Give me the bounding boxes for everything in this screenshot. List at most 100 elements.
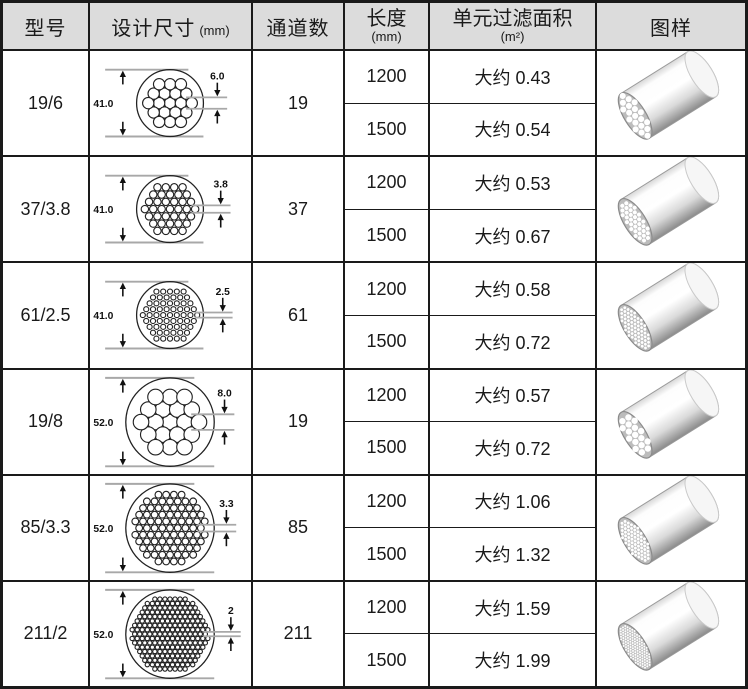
model-cell: 85/3.3	[3, 475, 90, 580]
svg-text:41.0: 41.0	[93, 99, 113, 110]
product-cylinder-image	[617, 369, 720, 459]
channels-value: 37	[287, 198, 309, 219]
area-cell: 大约 0.57 大约 0.72	[430, 369, 597, 474]
area-value: 大约 1.99	[474, 651, 551, 672]
length-cell: 1200 1500	[345, 263, 430, 368]
area-cell: 大约 0.43 大约 0.54	[430, 51, 597, 156]
header-length-label: 长度	[366, 7, 407, 30]
product-cylinder-image	[617, 157, 720, 246]
length-value: 1200	[366, 597, 407, 618]
model-label: 19/6	[27, 92, 64, 113]
area-value: 大约 0.54	[474, 120, 551, 141]
length-cell: 1200 1500	[345, 157, 430, 262]
area-value: 大约 0.72	[474, 438, 551, 459]
area-value: 大约 0.67	[474, 226, 551, 247]
design-cell: 52.0 8.0	[90, 369, 253, 474]
channel-diagram: 41.0 2.5	[93, 281, 233, 350]
area-variant-1: 大约 0.57	[430, 370, 595, 423]
product-cylinder-image	[617, 581, 720, 671]
length-value: 1500	[366, 437, 407, 458]
product-cylinder-image	[617, 475, 720, 565]
header-channels-label: 通道数	[266, 17, 330, 40]
channel-diagram: 52.02	[93, 588, 241, 680]
design-cell: 52.0 3.3	[90, 475, 253, 580]
area-value: 大约 1.32	[474, 545, 551, 566]
length-variant-2: 1500	[345, 422, 428, 474]
table-body: 19/6 41.0 6.0 19 1200 1500 大约 0.43 大约 0.5…	[3, 51, 745, 687]
area-variant-1: 大约 0.43	[430, 51, 595, 104]
length-variant-1: 1200	[345, 157, 428, 210]
area-value: 大约 0.58	[474, 280, 551, 301]
channel-diagram: 52.0 8.0	[93, 376, 235, 467]
length-value: 1200	[366, 278, 407, 299]
length-variant-2: 1500	[345, 210, 428, 262]
svg-text:2.5: 2.5	[216, 287, 231, 298]
header-image-label: 图样	[650, 17, 692, 40]
channel-diagram: 41.0 3.8	[93, 174, 231, 244]
header-model: 型号	[3, 3, 90, 49]
image-cell	[597, 475, 745, 580]
svg-text:41.0: 41.0	[93, 311, 113, 322]
channels-cell: 19	[253, 369, 345, 474]
area-variant-2: 大约 0.72	[430, 316, 595, 368]
table-row: 85/3.3 52.0 3.3 85 1200 1500 大约 1.06 大约 1…	[3, 475, 745, 582]
length-value: 1500	[366, 649, 407, 670]
length-value: 1200	[366, 490, 407, 511]
header-channels: 通道数	[253, 3, 345, 49]
length-variant-1: 1200	[345, 370, 428, 423]
header-area: 单元过滤面积 (m²)	[430, 3, 597, 49]
length-cell: 1200 1500	[345, 51, 430, 156]
svg-text:41.0: 41.0	[93, 205, 113, 216]
area-cell: 大约 1.06 大约 1.32	[430, 475, 597, 580]
svg-text:2: 2	[228, 606, 234, 617]
area-value: 大约 0.53	[474, 173, 551, 194]
design-cell: 41.0 3.8	[90, 157, 253, 262]
model-cell: 61/2.5	[3, 263, 90, 368]
length-cell: 1200 1500	[345, 475, 430, 580]
channels-value: 211	[283, 623, 313, 644]
length-value: 1500	[366, 331, 407, 352]
length-variant-2: 1500	[345, 316, 428, 368]
svg-text:6.0: 6.0	[210, 72, 225, 83]
area-cell: 大约 0.53 大约 0.67	[430, 157, 597, 262]
channel-diagram: 52.0 3.3	[93, 482, 237, 573]
length-variant-2: 1500	[345, 634, 428, 686]
area-value: 大约 0.72	[474, 332, 551, 353]
table-row: 19/6 41.0 6.0 19 1200 1500 大约 0.43 大约 0.5…	[3, 51, 745, 158]
table-row: 37/3.8 41.0 3.8 37 1200 1500 大约 0.53 大约 0…	[3, 157, 745, 264]
svg-text:52.0: 52.0	[93, 630, 113, 641]
header-design-label: 设计尺寸	[111, 17, 196, 40]
table-row: 19/8 52.0 8.0 19 1200 1500 大约 0.57 大约 0.7…	[3, 369, 745, 476]
design-cell: 41.0 6.0	[90, 51, 253, 156]
model-label: 61/2.5	[20, 304, 71, 325]
length-cell: 1200 1500	[345, 369, 430, 474]
product-cylinder-image	[617, 263, 720, 353]
area-variant-2: 大约 0.72	[430, 422, 595, 474]
header-length: 长度 (mm)	[345, 3, 430, 49]
model-label: 37/3.8	[20, 198, 71, 219]
length-value: 1200	[366, 66, 407, 87]
model-label: 19/8	[27, 411, 64, 432]
header-image: 图样	[597, 3, 745, 49]
length-value: 1200	[366, 172, 407, 193]
channels-cell: 211	[253, 581, 345, 687]
length-value: 1500	[366, 543, 407, 564]
channels-cell: 61	[253, 263, 345, 368]
length-value: 1500	[366, 225, 407, 246]
area-variant-2: 大约 1.32	[430, 528, 595, 580]
length-variant-1: 1200	[345, 476, 428, 529]
product-cylinder-image	[617, 51, 720, 140]
channels-value: 61	[287, 304, 309, 325]
header-area-label: 单元过滤面积	[452, 7, 573, 30]
svg-text:52.0: 52.0	[93, 524, 113, 535]
header-area-unit: (m²)	[500, 28, 525, 44]
header-design-unit: (mm)	[199, 22, 230, 38]
table-row: 211/2 52.0 2 211 1200 1500 大约 1.59 大约 1.9…	[3, 581, 745, 687]
channels-cell: 37	[253, 157, 345, 262]
design-cell: 41.0 2.5	[90, 263, 253, 368]
length-variant-1: 1200	[345, 582, 428, 635]
length-value: 1500	[366, 118, 407, 139]
header-model-label: 型号	[24, 17, 67, 40]
channels-cell: 19	[253, 51, 345, 156]
area-variant-1: 大约 1.59	[430, 582, 595, 635]
